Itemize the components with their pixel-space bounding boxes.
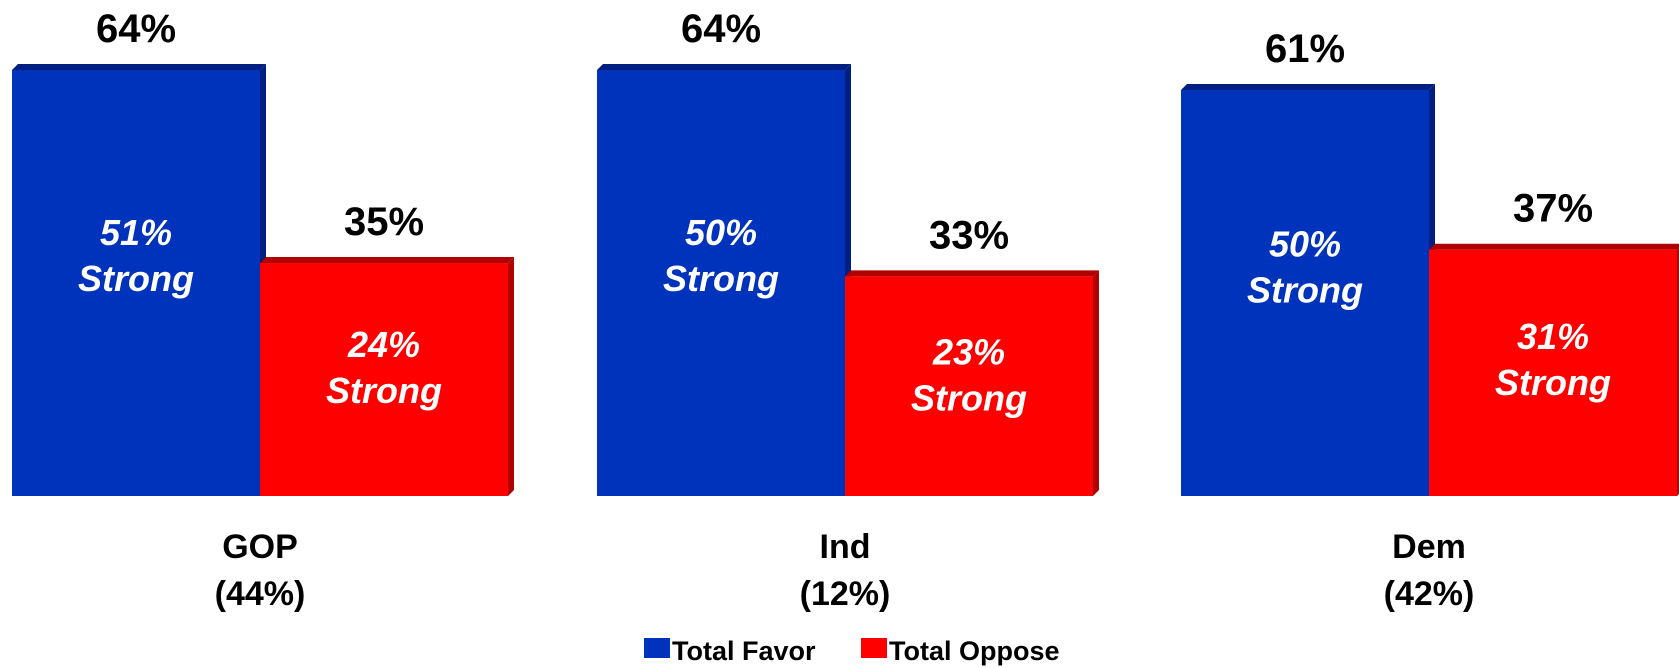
bar-top-dem-total-favor [1181, 83, 1435, 90]
bar-top-dem-total-oppose [1429, 243, 1679, 250]
bar-gop-total-favor [12, 70, 260, 496]
value-label-gop-total-oppose: 35% [344, 200, 424, 244]
category-share-dem: (42%) [1384, 575, 1475, 613]
bar-top-gop-total-favor [12, 64, 266, 70]
strong-word-label-gop-total-oppose: Strong [326, 370, 442, 411]
strong-word-label-dem-total-oppose: Strong [1495, 362, 1611, 403]
value-label-dem-total-favor: 61% [1265, 27, 1345, 71]
strong-word-label-dem-total-favor: Strong [1247, 270, 1363, 311]
labels-layer: 64% 51% Strong 35% 24% Strong GOP (44%) 64% 50% St… [78, 7, 1611, 613]
legend: Total Favor Total Oppose [644, 636, 1060, 666]
bar-gop-total-oppose [260, 263, 508, 496]
bar-side-ind-total-oppose [1093, 270, 1099, 496]
bar-top-ind-total-favor [597, 64, 851, 70]
category-label-dem: Dem [1392, 528, 1466, 566]
value-label-ind-total-favor: 64% [681, 7, 761, 51]
strong-value-label-dem-total-oppose: 31% [1517, 316, 1589, 357]
value-label-gop-total-favor: 64% [96, 7, 176, 51]
legend-label-total-oppose: Total Oppose [889, 636, 1060, 666]
strong-value-label-ind-total-favor: 50% [685, 212, 757, 253]
strong-value-label-ind-total-oppose: 23% [932, 332, 1005, 373]
value-label-ind-total-oppose: 33% [929, 213, 1009, 257]
bar-top-ind-total-oppose [845, 270, 1099, 277]
strong-word-label-gop-total-favor: Strong [78, 258, 194, 299]
bar-side-gop-total-oppose [508, 257, 514, 496]
legend-swatch-total-favor [644, 638, 670, 658]
bar-dem-total-oppose [1429, 249, 1677, 496]
strong-value-label-gop-total-favor: 51% [100, 212, 172, 253]
category-share-gop: (44%) [215, 575, 306, 613]
legend-swatch-total-oppose [861, 638, 887, 658]
bar-ind-total-favor [597, 70, 845, 496]
strong-value-label-dem-total-favor: 50% [1269, 224, 1341, 265]
category-label-gop: GOP [222, 528, 298, 566]
strong-word-label-ind-total-favor: Strong [663, 258, 779, 299]
strong-word-label-ind-total-oppose: Strong [911, 378, 1027, 419]
category-share-ind: (12%) [800, 575, 891, 613]
bars-layer [12, 64, 1679, 496]
bar-ind-total-oppose [845, 276, 1093, 496]
bar-dem-total-favor [1181, 89, 1429, 496]
category-label-ind: Ind [820, 528, 871, 566]
strong-value-label-gop-total-oppose: 24% [347, 324, 420, 365]
value-label-dem-total-oppose: 37% [1513, 187, 1593, 231]
bar-top-gop-total-oppose [260, 257, 514, 264]
legend-label-total-favor: Total Favor [672, 636, 816, 666]
